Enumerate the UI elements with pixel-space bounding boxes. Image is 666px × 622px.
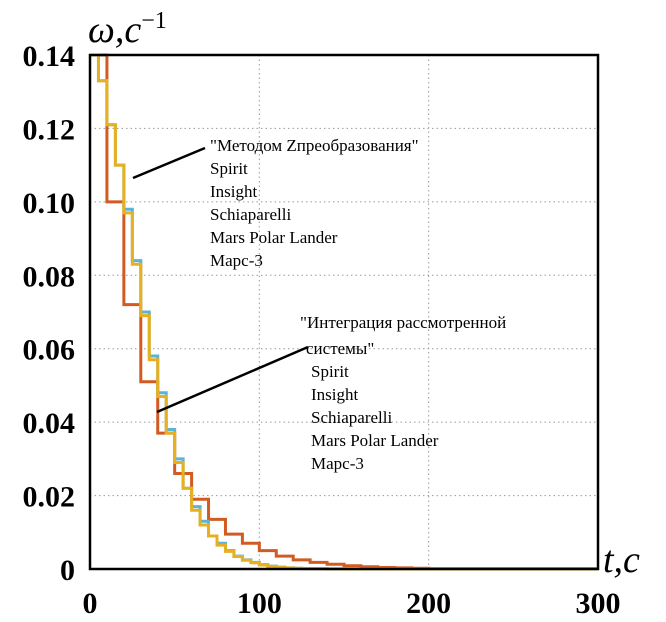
x-tick-label: 100: [237, 587, 282, 620]
y-tick-label: 0.02: [23, 481, 76, 514]
annotation-2: "Интеграция рассмотренной системы" Spiri…: [300, 313, 506, 473]
series-line-2: [90, 53, 598, 571]
annotation-1: "Методом Zпреобразования" Spirit Insight…: [210, 136, 419, 270]
annotation-1-line-6: Марс-3: [210, 251, 263, 270]
annotation-1-line-1: "Методом Zпреобразования": [210, 136, 419, 155]
annotation-2-line-1: "Интеграция рассмотренной: [300, 313, 506, 332]
annotation-1-line-5: Mars Polar Lander: [210, 228, 338, 247]
y-tick-label: 0: [60, 554, 75, 587]
x-axis-label: t,c: [603, 539, 640, 581]
y-tick-label: 0.06: [23, 334, 76, 367]
annotation-1-line-3: Insight: [210, 182, 258, 201]
annotation-1-line-2: Spirit: [210, 159, 248, 178]
annotation-2-line-4: Insight: [311, 385, 359, 404]
annotation-2-line-7: Марс-3: [311, 454, 364, 473]
y-tick-label: 0.10: [23, 187, 76, 220]
y-axis-label: ω,c−1: [88, 8, 167, 51]
y-tick-label: 0.12: [23, 113, 76, 146]
series-line-1: [90, 53, 598, 571]
tick-labels: 0 100 200 300 0 0.02 0.04 0.06 0.08 0.10 0.12 0.14: [23, 40, 621, 620]
y-tick-label: 0.14: [23, 40, 76, 73]
grid: [90, 55, 598, 569]
y-tick-label: 0.08: [23, 260, 76, 293]
annotation-1-leader: [132, 146, 206, 180]
x-tick-label: 0: [83, 587, 98, 620]
x-tick-label: 200: [406, 587, 451, 620]
annotation-2-leader: [156, 345, 309, 414]
annotation-2-line-6: Mars Polar Lander: [311, 431, 439, 450]
series-line-3: [90, 53, 598, 571]
annotation-2-line-2: системы": [306, 339, 374, 358]
x-tick-label: 300: [576, 587, 621, 620]
annotation-2-line-5: Schiaparelli: [311, 408, 392, 427]
y-tick-label: 0.04: [23, 407, 76, 440]
annotation-1-line-4: Schiaparelli: [210, 205, 291, 224]
series-group: [90, 53, 598, 571]
annotation-2-line-3: Spirit: [311, 362, 349, 381]
plot-frame: [88, 53, 600, 571]
